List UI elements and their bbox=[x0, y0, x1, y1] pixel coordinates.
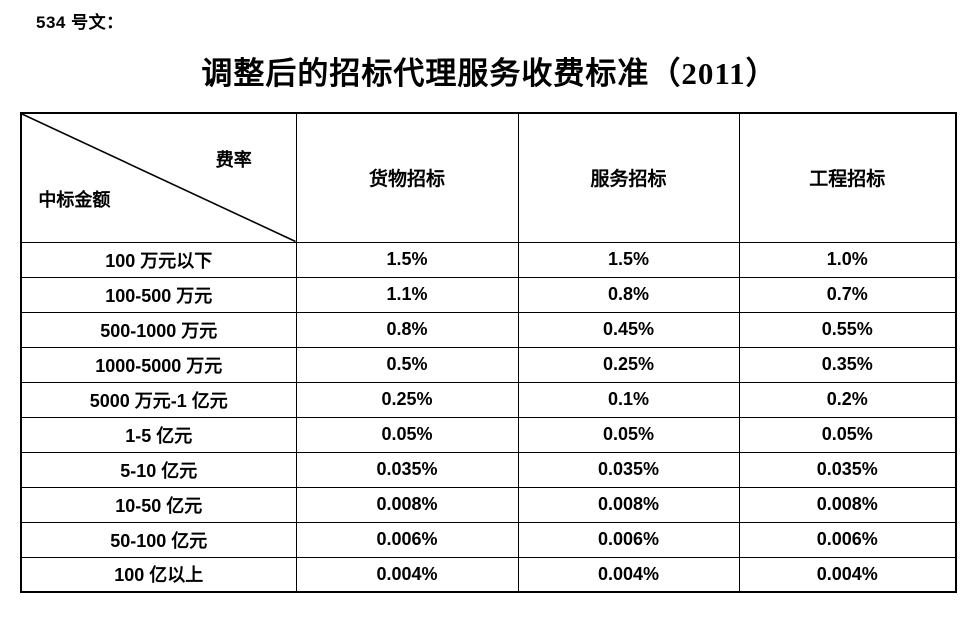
header-row: 费率 中标金额 货物招标 服务招标 工程招标 bbox=[20, 112, 957, 243]
column-header-goods-bidding: 货物招标 bbox=[295, 112, 519, 243]
rate-cell: 0.035% bbox=[517, 451, 740, 488]
rate-cell: 0.004% bbox=[738, 556, 957, 593]
table-row: 5-10 亿元 0.035% 0.035% 0.035% bbox=[20, 451, 957, 488]
rate-cell: 0.8% bbox=[295, 311, 519, 348]
table-row: 10-50 亿元 0.008% 0.008% 0.008% bbox=[20, 486, 957, 523]
rate-cell: 1.1% bbox=[295, 276, 519, 313]
rate-cell: 0.25% bbox=[295, 381, 519, 418]
corner-amount-label: 中标金额 bbox=[38, 190, 111, 211]
table-row: 500-1000 万元 0.8% 0.45% 0.55% bbox=[20, 311, 957, 348]
rate-cell: 0.006% bbox=[738, 521, 957, 558]
table-row: 5000 万元-1 亿元 0.25% 0.1% 0.2% bbox=[20, 381, 957, 418]
rate-cell: 0.25% bbox=[517, 346, 740, 383]
rate-cell: 0.008% bbox=[738, 486, 957, 523]
rate-cell: 0.5% bbox=[295, 346, 519, 383]
rate-cell: 0.006% bbox=[295, 521, 519, 558]
row-label-cell: 500-1000 万元 bbox=[20, 311, 297, 348]
row-label-cell: 100 万元以下 bbox=[20, 241, 297, 278]
fee-rate-table: 费率 中标金额 货物招标 服务招标 工程招标 100 万元以下 1.5% 1.5… bbox=[20, 112, 957, 593]
rate-cell: 0.035% bbox=[295, 451, 519, 488]
corner-header-cell: 费率 中标金额 bbox=[20, 112, 297, 243]
rate-cell: 1.0% bbox=[738, 241, 957, 278]
rate-cell: 0.035% bbox=[738, 451, 957, 488]
rate-cell: 0.45% bbox=[517, 311, 740, 348]
rate-cell: 0.55% bbox=[738, 311, 957, 348]
rate-cell: 0.35% bbox=[738, 346, 957, 383]
rate-cell: 0.008% bbox=[295, 486, 519, 523]
row-label-cell: 5-10 亿元 bbox=[20, 451, 297, 488]
rate-cell: 0.05% bbox=[517, 416, 740, 453]
table-row: 1000-5000 万元 0.5% 0.25% 0.35% bbox=[20, 346, 957, 383]
rate-cell: 0.008% bbox=[517, 486, 740, 523]
diagonal-divider-line bbox=[22, 114, 296, 242]
rate-cell: 0.05% bbox=[738, 416, 957, 453]
rate-cell: 0.004% bbox=[295, 556, 519, 593]
row-label-cell: 1000-5000 万元 bbox=[20, 346, 297, 383]
row-label-cell: 100 亿以上 bbox=[20, 556, 297, 593]
table-row: 100 万元以下 1.5% 1.5% 1.0% bbox=[20, 241, 957, 278]
rate-cell: 1.5% bbox=[295, 241, 519, 278]
row-label-cell: 1-5 亿元 bbox=[20, 416, 297, 453]
column-header-service-bidding: 服务招标 bbox=[517, 112, 740, 243]
row-label-cell: 5000 万元-1 亿元 bbox=[20, 381, 297, 418]
table-row: 50-100 亿元 0.006% 0.006% 0.006% bbox=[20, 521, 957, 558]
row-label-cell: 50-100 亿元 bbox=[20, 521, 297, 558]
column-header-engineering-bidding: 工程招标 bbox=[738, 112, 957, 243]
row-label-cell: 100-500 万元 bbox=[20, 276, 297, 313]
table-row: 1-5 亿元 0.05% 0.05% 0.05% bbox=[20, 416, 957, 453]
rate-cell: 1.5% bbox=[517, 241, 740, 278]
doc-number-label: 534 号文： bbox=[36, 13, 124, 32]
rate-cell: 0.2% bbox=[738, 381, 957, 418]
table-row: 100 亿以上 0.004% 0.004% 0.004% bbox=[20, 556, 957, 593]
rate-cell: 0.006% bbox=[517, 521, 740, 558]
page-title: 调整后的招标代理服务收费标准（2011） bbox=[201, 56, 778, 91]
rate-cell: 0.8% bbox=[517, 276, 740, 313]
rate-cell: 0.1% bbox=[517, 381, 740, 418]
rate-cell: 0.7% bbox=[738, 276, 957, 313]
rate-cell: 0.05% bbox=[295, 416, 519, 453]
rate-cell: 0.004% bbox=[517, 556, 740, 593]
row-label-cell: 10-50 亿元 bbox=[20, 486, 297, 523]
corner-rate-label: 费率 bbox=[215, 149, 252, 170]
table-row: 100-500 万元 1.1% 0.8% 0.7% bbox=[20, 276, 957, 313]
